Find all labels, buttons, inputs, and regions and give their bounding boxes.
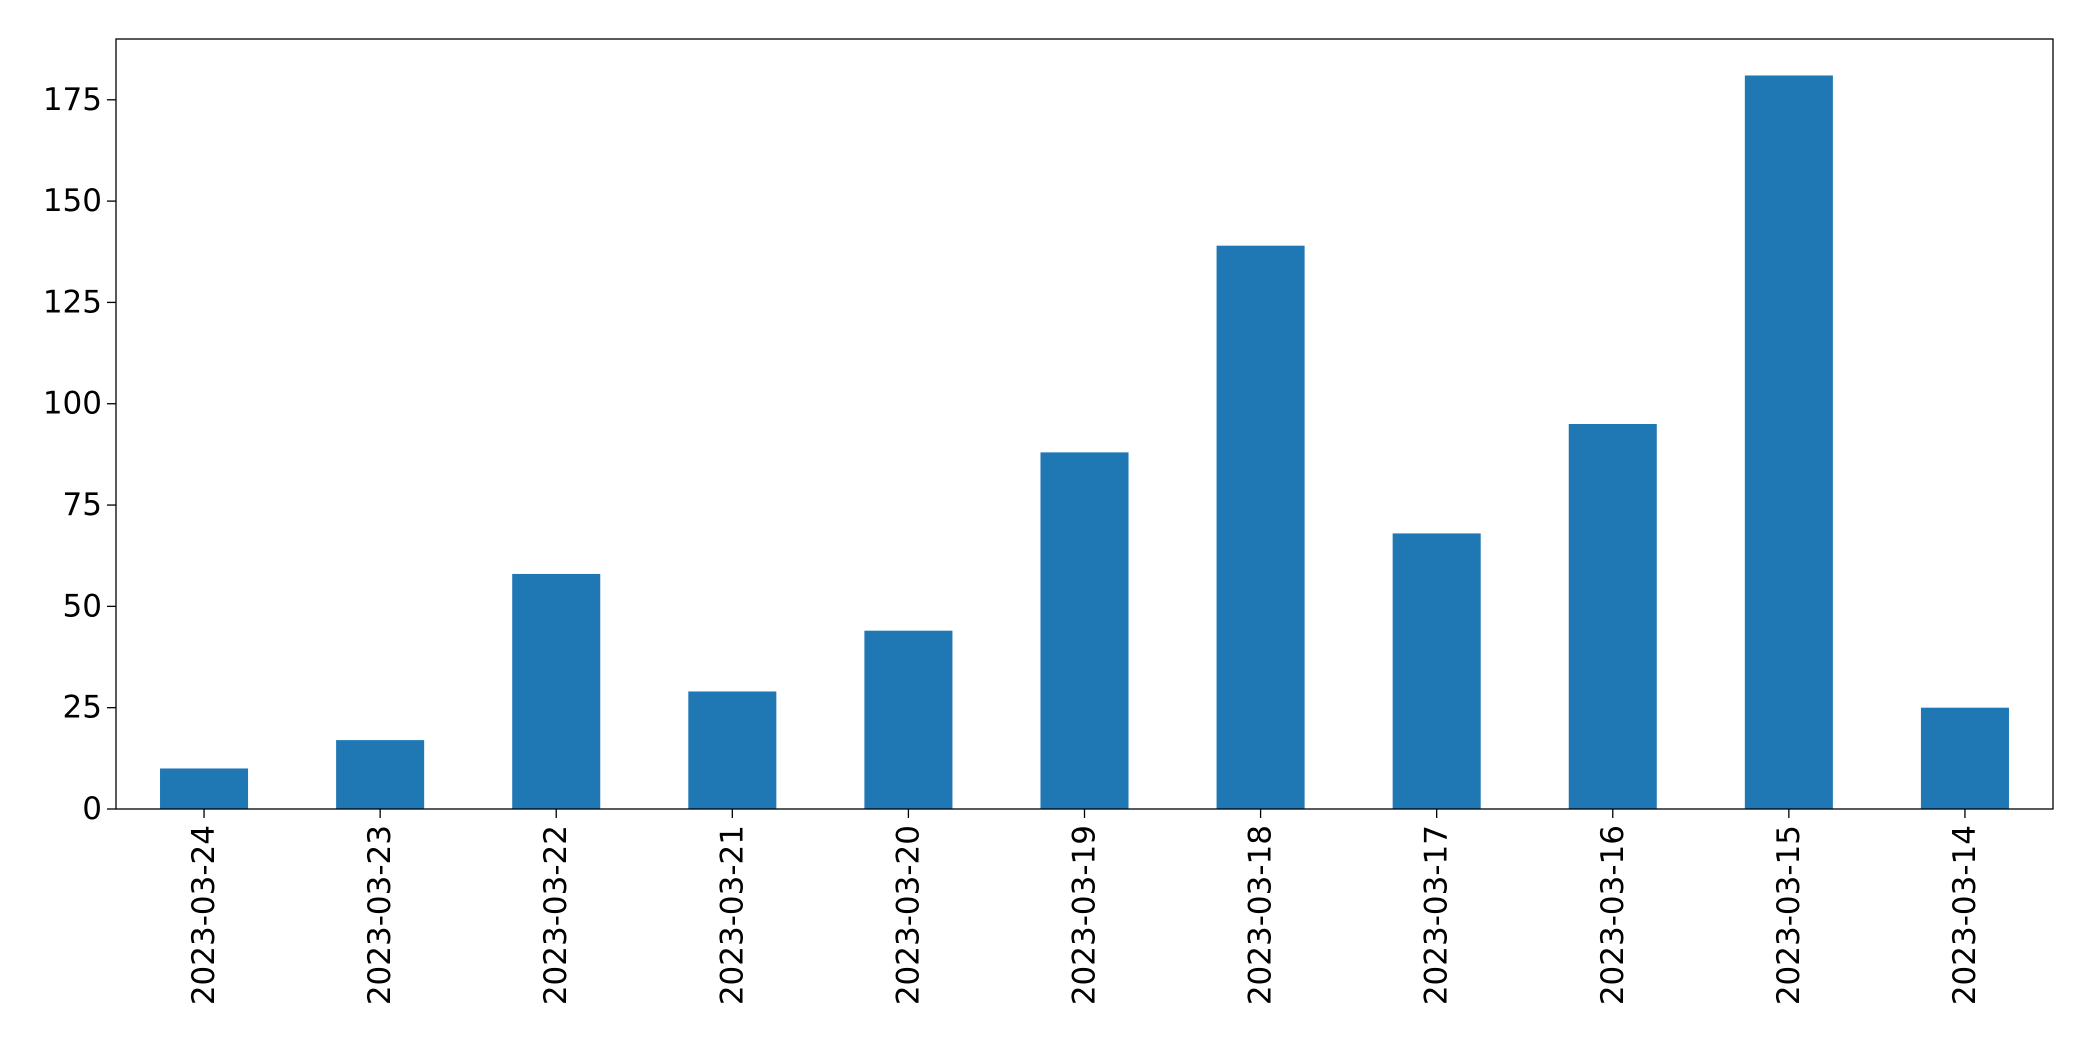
bar: [1920, 707, 2009, 809]
y-tick-label: 100: [43, 386, 102, 422]
x-tick-label: 2023-03-14: [1947, 825, 1983, 1005]
bar: [512, 573, 601, 809]
y-tick-label: 125: [43, 284, 102, 320]
plot-frame: [115, 38, 2054, 810]
bar: [1392, 533, 1481, 809]
x-tick-label: 2023-03-23: [362, 825, 398, 1005]
bar: [1040, 452, 1129, 809]
x-tick-label: 2023-03-18: [1243, 825, 1279, 1005]
x-tick-label: 2023-03-19: [1067, 825, 1103, 1005]
bar: [1568, 424, 1657, 809]
bar: [160, 768, 249, 809]
y-tick-label: 75: [63, 487, 102, 523]
bar: [864, 630, 953, 809]
x-tick-label: 2023-03-20: [890, 825, 926, 1005]
x-tick-label: 2023-03-16: [1595, 825, 1631, 1005]
y-tick-label: 50: [63, 588, 102, 624]
y-tick-label: 175: [43, 82, 102, 118]
bar: [688, 691, 777, 809]
x-tick-label: 2023-03-21: [714, 825, 750, 1005]
x-tick-label: 2023-03-17: [1419, 825, 1455, 1005]
y-tick-label: 150: [43, 183, 102, 219]
x-tick-label: 2023-03-15: [1771, 825, 1807, 1005]
bar: [1216, 245, 1305, 809]
bar: [1744, 75, 1833, 809]
bar: [336, 740, 425, 809]
y-tick-label: 25: [63, 690, 102, 726]
x-tick-label: 2023-03-24: [186, 825, 222, 1005]
y-tick-label: 0: [82, 791, 102, 827]
x-tick-label: 2023-03-22: [538, 825, 574, 1005]
